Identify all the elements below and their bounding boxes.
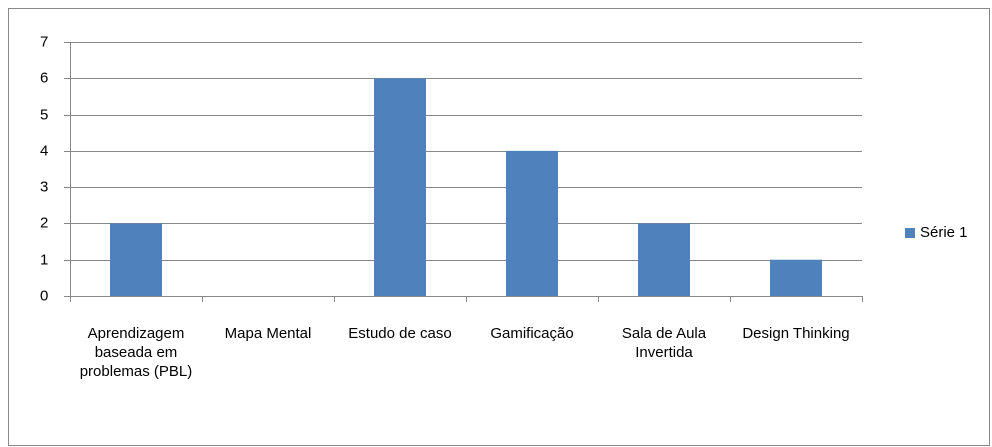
bar <box>770 259 822 296</box>
y-tick-label: 5 <box>40 106 48 123</box>
x-tick-label: Aprendizagem baseada em problemas (PBL) <box>79 325 193 380</box>
legend-swatch <box>905 228 915 238</box>
y-tick-label: 1 <box>40 251 48 268</box>
x-tick-label: Mapa Mental <box>224 325 312 342</box>
y-tick-label: 7 <box>40 33 48 50</box>
x-tick-label: Estudo de caso <box>348 325 452 342</box>
chart-border <box>8 8 990 446</box>
y-tick-label: 4 <box>40 142 48 159</box>
y-tick-label: 6 <box>40 69 48 86</box>
bar <box>638 223 690 296</box>
y-tick-label: 3 <box>40 178 48 195</box>
bar <box>374 78 426 297</box>
bar <box>506 150 558 296</box>
x-tick-label: Sala de Aula Invertida <box>621 325 707 361</box>
legend-label: Série 1 <box>920 224 968 241</box>
bar <box>110 223 162 296</box>
x-tick-label: Gamificação <box>490 325 574 342</box>
y-tick-label: 2 <box>40 214 48 231</box>
x-tick-label: Design Thinking <box>742 325 850 342</box>
y-tick-label: 0 <box>40 287 48 304</box>
